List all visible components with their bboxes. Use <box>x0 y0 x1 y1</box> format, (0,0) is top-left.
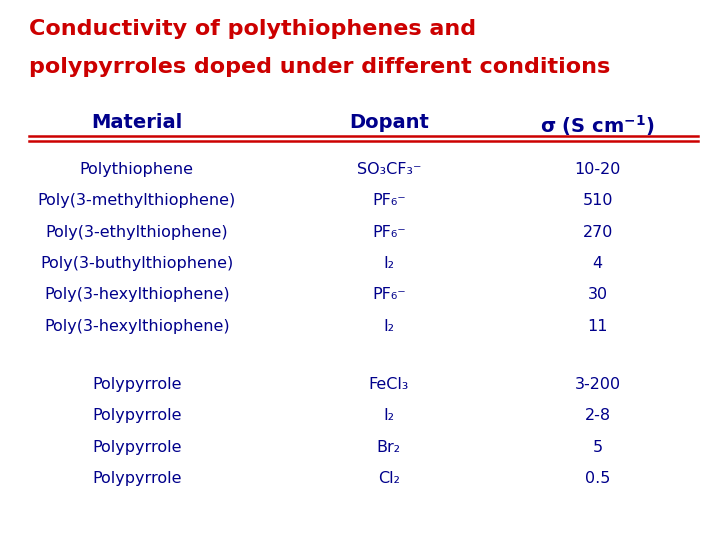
Text: I₂: I₂ <box>383 408 395 423</box>
Text: 0.5: 0.5 <box>585 471 611 486</box>
Text: 11: 11 <box>588 319 608 334</box>
Text: Material: Material <box>91 113 182 132</box>
Text: Poly(3-hexylthiophene): Poly(3-hexylthiophene) <box>44 287 230 302</box>
Text: Cl₂: Cl₂ <box>378 471 400 486</box>
Text: Polypyrrole: Polypyrrole <box>92 440 181 455</box>
Text: Poly(3-buthylthiophene): Poly(3-buthylthiophene) <box>40 256 233 271</box>
Text: Polypyrrole: Polypyrrole <box>92 471 181 486</box>
Text: Dopant: Dopant <box>349 113 428 132</box>
Text: I₂: I₂ <box>383 319 395 334</box>
Text: 10-20: 10-20 <box>575 162 621 177</box>
Text: 2-8: 2-8 <box>585 408 611 423</box>
Text: PF₆⁻: PF₆⁻ <box>372 225 405 240</box>
Text: 5: 5 <box>593 440 603 455</box>
Text: 270: 270 <box>582 225 613 240</box>
Text: Poly(3-methylthiophene): Poly(3-methylthiophene) <box>37 193 236 208</box>
Text: Conductivity of polythiophenes and: Conductivity of polythiophenes and <box>29 19 476 39</box>
Text: PF₆⁻: PF₆⁻ <box>372 193 405 208</box>
Text: 510: 510 <box>582 193 613 208</box>
Text: 3-200: 3-200 <box>575 377 621 392</box>
Text: Polythiophene: Polythiophene <box>80 162 194 177</box>
Text: FeCl₃: FeCl₃ <box>369 377 409 392</box>
Text: Br₂: Br₂ <box>377 440 401 455</box>
Text: I₂: I₂ <box>383 256 395 271</box>
Text: 4: 4 <box>593 256 603 271</box>
Text: Poly(3-ethylthiophene): Poly(3-ethylthiophene) <box>45 225 228 240</box>
Text: PF₆⁻: PF₆⁻ <box>372 287 405 302</box>
Text: SO₃CF₃⁻: SO₃CF₃⁻ <box>356 162 421 177</box>
Text: Polypyrrole: Polypyrrole <box>92 408 181 423</box>
Text: polypyrroles doped under different conditions: polypyrroles doped under different condi… <box>29 57 610 77</box>
Text: 30: 30 <box>588 287 608 302</box>
Text: $\mathbf{\sigma}$ (S cm$\mathbf{^{-1}}$): $\mathbf{\sigma}$ (S cm$\mathbf{^{-1}}$) <box>540 113 655 138</box>
Text: Poly(3-hexylthiophene): Poly(3-hexylthiophene) <box>44 319 230 334</box>
Text: Polypyrrole: Polypyrrole <box>92 377 181 392</box>
